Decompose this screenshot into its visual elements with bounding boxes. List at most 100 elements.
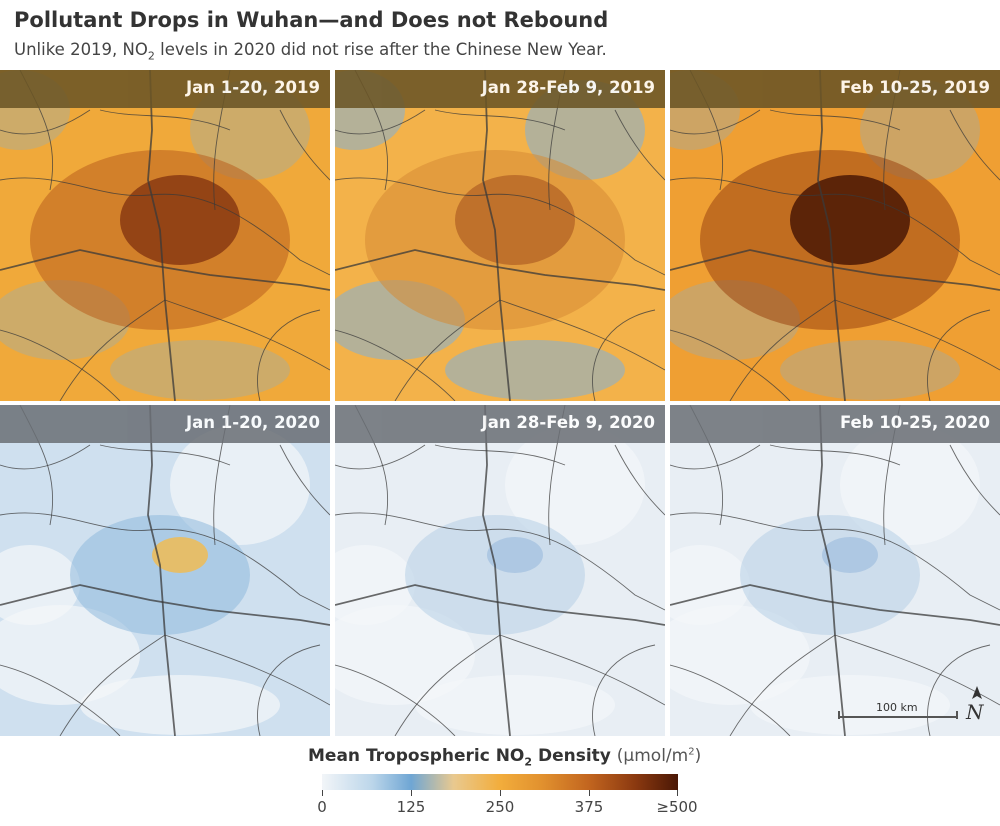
map-patch (780, 340, 960, 400)
road-line (670, 249, 1000, 291)
panel-label: Jan 1-20, 2019 (186, 78, 320, 97)
road-line (819, 528, 1000, 611)
subtitle-subscript: 2 (147, 49, 155, 63)
map-patch (170, 425, 310, 545)
legend-unit-prefix: (μmol/m (616, 746, 689, 766)
north-arrow: N (964, 686, 990, 726)
road-line (99, 444, 231, 466)
legend-unit-superscript: 2 (688, 746, 695, 758)
road-line (614, 444, 665, 516)
map-patch (670, 545, 750, 625)
road-line (592, 644, 656, 736)
scale-bar-tick (838, 711, 840, 719)
road-line (499, 634, 665, 706)
road-line (0, 249, 330, 291)
road-line (99, 109, 231, 131)
road-line (0, 177, 151, 197)
road-line (729, 299, 836, 401)
map-panel-feb-2020: Feb 10-25, 2020 (670, 405, 1000, 736)
north-letter: N (966, 700, 984, 724)
road-line (670, 512, 821, 532)
map-panel-late-jan-2019: Jan 28-Feb 9, 2019 (335, 70, 665, 401)
north-arrow-icon (972, 686, 982, 699)
road-line (614, 109, 665, 181)
legend-tick (589, 790, 590, 796)
panel-label-bar: Jan 28-Feb 9, 2019 (335, 70, 665, 108)
panel-label-bar: Jan 1-20, 2019 (0, 70, 330, 108)
road-line (257, 644, 321, 736)
legend-unit-suffix: ) (694, 746, 702, 766)
map-patch (335, 605, 475, 705)
road-line (592, 309, 656, 401)
road-line (335, 512, 486, 532)
road-line (949, 444, 1000, 516)
road-line (0, 584, 330, 626)
legend-tick-label: 375 (574, 798, 604, 816)
map-canvas (670, 70, 1000, 401)
road-line (434, 444, 566, 466)
road-line (335, 109, 426, 135)
panel-label: Feb 10-25, 2019 (839, 78, 990, 97)
scale-bar-label: 100 km (876, 701, 918, 714)
legend-tick-label: 250 (485, 798, 515, 816)
page-title: Pollutant Drops in Wuhan—and Does not Re… (14, 8, 609, 32)
road-line (834, 299, 1000, 371)
map-patch (335, 545, 415, 625)
road-line (499, 299, 665, 371)
map-panel-feb-2019: Feb 10-25, 2019 (670, 70, 1000, 401)
pollution-hotspot (487, 537, 543, 573)
road-line (817, 70, 846, 401)
road-line (670, 444, 761, 470)
map-canvas (335, 70, 665, 401)
map-canvas (0, 70, 330, 401)
road-line (819, 193, 1000, 276)
road-line (484, 528, 665, 611)
road-line (927, 644, 991, 736)
road-line (769, 109, 901, 131)
road-line (335, 249, 665, 291)
legend-title-prefix: Mean Tropospheric NO (308, 746, 525, 766)
header: Pollutant Drops in Wuhan—and Does not Re… (0, 0, 1000, 70)
road-line (149, 193, 330, 276)
map-canvas (670, 405, 1000, 736)
map-canvas (335, 405, 665, 736)
road-line (335, 329, 456, 401)
map-patch (840, 425, 980, 545)
scale-bar: 100 km (838, 701, 958, 726)
map-panel-jan-2020: Jan 1-20, 2020 (0, 405, 330, 736)
road-line (927, 309, 991, 401)
pollution-hotspot (152, 537, 208, 573)
road-line (0, 329, 121, 401)
map-patch (670, 605, 810, 705)
road-line (729, 634, 836, 736)
panel-label-bar: Jan 1-20, 2020 (0, 405, 330, 443)
road-line (670, 329, 791, 401)
road-line (147, 405, 176, 736)
legend-tick-label: 0 (317, 798, 327, 816)
map-patch (0, 545, 80, 625)
road-line (59, 634, 166, 736)
legend: Mean Tropospheric NO2 Density (μmol/m2) … (0, 740, 1000, 826)
map-patch (445, 340, 625, 400)
map-patch (750, 675, 950, 735)
road-line (394, 299, 501, 401)
subtitle-prefix: Unlike 2019, NO (14, 40, 148, 59)
road-line (164, 634, 330, 706)
road-line (670, 664, 791, 736)
road-line (769, 444, 901, 466)
map-patch (80, 675, 280, 735)
map-patch (0, 605, 140, 705)
road-line (484, 193, 665, 276)
map-panel-jan-2019: Jan 1-20, 2019 (0, 70, 330, 401)
road-line (670, 584, 1000, 626)
scale-bar-tick (956, 711, 958, 719)
subtitle-suffix: levels in 2020 did not rise after the Ch… (154, 40, 607, 59)
road-line (335, 177, 486, 197)
panel-label-bar: Jan 28-Feb 9, 2020 (335, 405, 665, 443)
road-line (279, 444, 330, 516)
legend-tick (677, 790, 678, 796)
panel-label: Jan 28-Feb 9, 2020 (481, 413, 655, 432)
legend-tick-label: 125 (396, 798, 426, 816)
pollution-hotspot (455, 175, 575, 265)
road-line (0, 109, 91, 135)
